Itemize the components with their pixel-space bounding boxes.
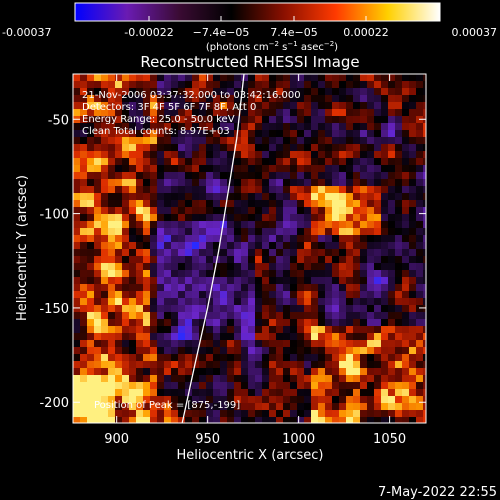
y-tick-label: -200 — [39, 396, 69, 411]
info-energy-range: Energy Range: 25.0 - 50.0 keV — [82, 114, 235, 125]
colorbar-tick-label: -0.00022 — [124, 26, 173, 39]
axis-ticks: 900 950 1000 1050 -50 -100 -150 -200 — [39, 74, 426, 447]
colorbar-tick-label: -0.00037 — [2, 26, 51, 39]
colorbar-tick-label: −7.4e−05 — [193, 26, 250, 39]
observation-info: 21-Nov-2006 03:37:32.000 to 03:42:16.000… — [82, 90, 301, 137]
y-tick-label: -150 — [39, 302, 69, 317]
info-detectors: Detectors: 3F 4F 5F 6F 7F 8F, Att 0 — [82, 102, 256, 113]
info-clean-counts: Clean Total counts: 8.97E+03 — [82, 126, 230, 137]
info-time-range: 21-Nov-2006 03:37:32.000 to 03:42:16.000 — [82, 90, 301, 101]
x-axis-label: Heliocentric X (arcsec) — [177, 448, 324, 463]
x-tick-label: 1000 — [282, 432, 315, 447]
x-tick-label: 1050 — [373, 432, 406, 447]
chart-title: Reconstructed RHESSI Image — [140, 53, 359, 71]
heatmap-image — [73, 74, 426, 423]
colorbar-tick-label: 0.00022 — [343, 26, 389, 39]
footer-date: 7-May-2022 22:55 — [378, 485, 497, 500]
x-tick-label: 900 — [104, 432, 129, 447]
y-axis-label: Heliocentric Y (arcsec) — [15, 175, 30, 321]
colorbar-ticks: -0.00037 -0.00022 −7.4e−05 7.4e−05 0.00022 0.… — [2, 16, 497, 39]
colorbar-unit-label: (photons cm−2 s−1 asec−2) — [206, 40, 338, 53]
x-tick-label: 950 — [195, 432, 220, 447]
peak-position-label: Position of Peak = [875,-199] — [94, 400, 240, 411]
y-tick-label: -100 — [39, 208, 69, 223]
colorbar-tick-label: 0.00037 — [452, 26, 498, 39]
solar-limb-curve — [181, 74, 245, 423]
y-tick-label: -50 — [48, 113, 69, 128]
plot-frame — [72, 73, 427, 424]
colorbar-tick-label: 7.4e−05 — [270, 26, 317, 39]
colorbar — [74, 2, 441, 22]
